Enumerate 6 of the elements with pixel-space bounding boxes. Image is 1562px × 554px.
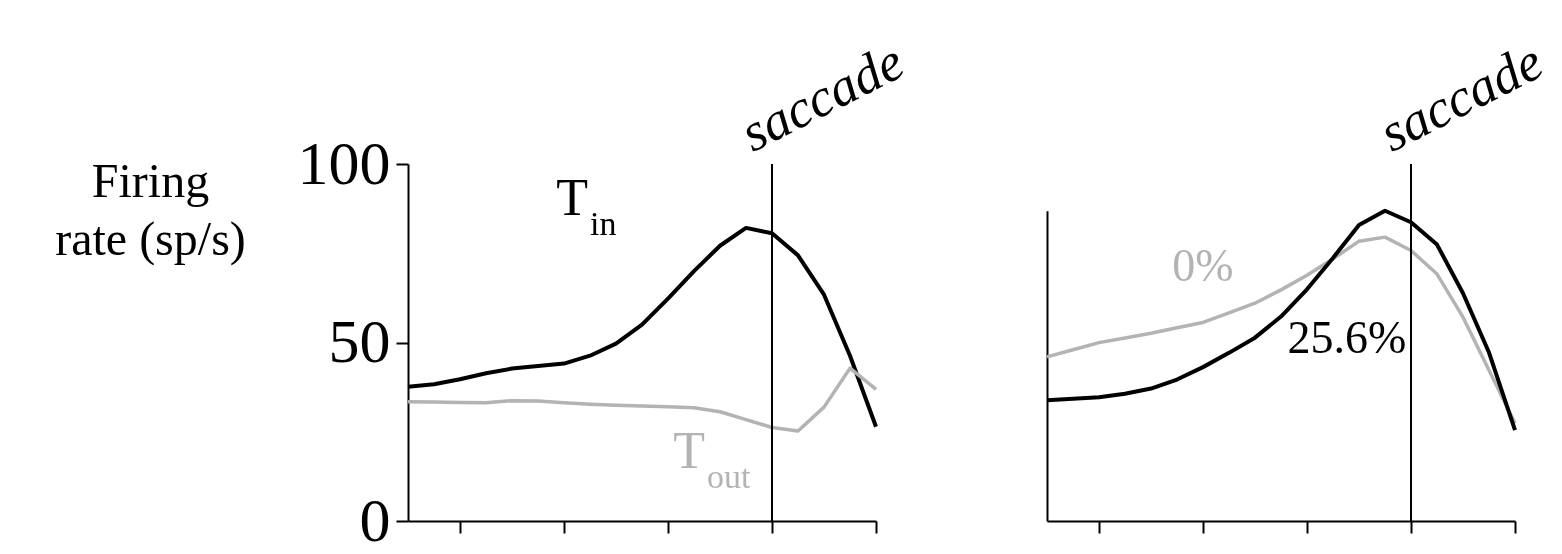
y-tick-label: 0 [359, 485, 391, 554]
series-label: 25.6% [1287, 312, 1407, 364]
y-axis-title: Firing rate (sp/s) [55, 153, 246, 266]
series-label: 0% [1172, 240, 1234, 292]
y-tick-label: 100 [297, 128, 391, 197]
y-tick-label: 50 [328, 307, 391, 375]
